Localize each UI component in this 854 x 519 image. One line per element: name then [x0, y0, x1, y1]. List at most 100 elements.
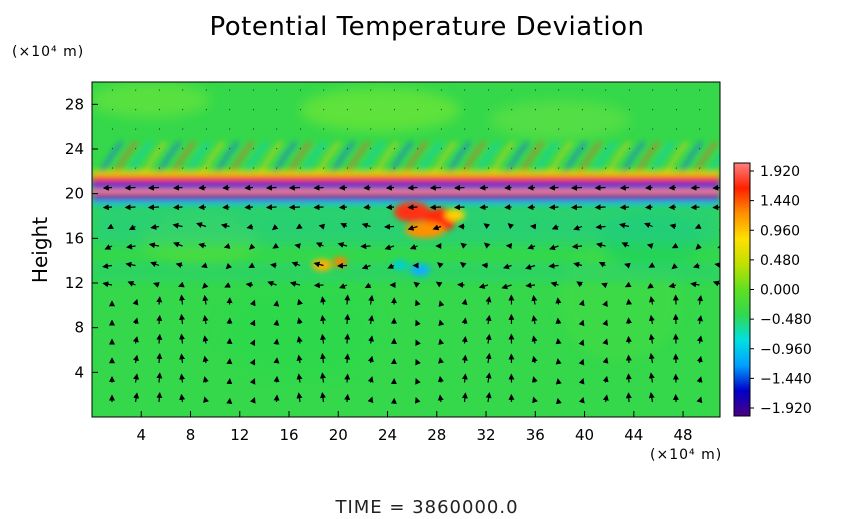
- vector-arrow: [361, 222, 371, 229]
- vector-arrow: [364, 282, 372, 289]
- vector-arrow: [414, 396, 421, 404]
- vector-arrow: [245, 281, 254, 288]
- vector-arrow: [156, 296, 163, 305]
- vector-arrow: [415, 358, 421, 366]
- vector-arrow: [124, 184, 136, 191]
- vector-arrow: [624, 281, 632, 288]
- vector-arrow: [202, 335, 209, 344]
- vector-arrow: [644, 222, 653, 229]
- vector-arrow: [596, 242, 606, 249]
- vector-arrow: [576, 281, 583, 288]
- vector-arrow: [361, 263, 371, 270]
- vector-arrow: [147, 204, 160, 211]
- x-tick-label: 44: [624, 426, 643, 444]
- vector-arrow: [338, 204, 348, 211]
- vector-arrow: [531, 335, 538, 344]
- vector-arrow: [178, 281, 185, 288]
- vector-arrow: [595, 223, 606, 230]
- colorbar: 1.920 1.440 0.960 0.480 0.000 −0.480 −0.960 −1.…: [733, 162, 812, 417]
- vector-arrow: [549, 204, 559, 211]
- vector-arrow: [648, 314, 655, 325]
- vector-arrow: [570, 184, 583, 191]
- vector-arrow: [153, 282, 160, 288]
- vector-arrow: [461, 317, 468, 325]
- vector-arrow: [222, 204, 230, 211]
- colorbar-label: −0.480: [760, 312, 812, 328]
- vector-arrow: [479, 184, 489, 191]
- vector-arrow: [367, 376, 374, 383]
- vector-arrow: [619, 184, 630, 191]
- vector-arrow: [571, 243, 583, 250]
- vector-arrow: [126, 243, 136, 250]
- vector-arrow: [338, 184, 348, 191]
- vector-arrow: [220, 222, 230, 229]
- vector-arrow: [124, 204, 136, 211]
- vector-arrow: [648, 333, 655, 344]
- vector-arrow: [222, 184, 230, 191]
- vector-arrow: [132, 317, 139, 325]
- colorbar-label: −1.440: [760, 371, 812, 387]
- vector-arrow: [244, 204, 254, 211]
- vector-arrow: [148, 242, 160, 249]
- vector-arrow: [296, 373, 303, 383]
- vector-arrow: [555, 378, 562, 385]
- vector-arrow: [531, 376, 538, 383]
- x-tick-label: 8: [186, 426, 196, 444]
- vector-arrow: [697, 315, 703, 325]
- vector-arrow: [578, 299, 585, 307]
- vector-arrow: [483, 223, 491, 230]
- vector-arrow: [291, 261, 301, 268]
- vector-arrow: [696, 335, 703, 344]
- vector-arrow: [179, 353, 186, 364]
- vector-arrow: [548, 262, 559, 269]
- vector-arrow: [102, 281, 113, 288]
- vector-arrow: [289, 281, 301, 287]
- vector-arrow: [271, 224, 279, 231]
- vector-arrow: [578, 358, 585, 366]
- vector-arrow: [147, 184, 160, 191]
- vector-arrow: [384, 244, 395, 251]
- y-tick-label: 8: [74, 319, 84, 337]
- vector-arrow: [551, 224, 559, 230]
- vector-arrow: [179, 393, 186, 403]
- vector-arrow: [644, 184, 653, 191]
- vector-arrow: [249, 378, 256, 385]
- vector-arrow: [179, 373, 186, 383]
- vector-arrow: [461, 298, 468, 306]
- vector-arrow: [485, 296, 492, 305]
- vector-arrow: [648, 262, 656, 268]
- vector-arrow: [454, 204, 465, 211]
- vector-arrow: [648, 392, 655, 403]
- vector-arrow: [695, 243, 702, 250]
- vector-arrow: [429, 204, 442, 211]
- vector-arrow: [602, 357, 609, 364]
- vector-arrow: [367, 396, 374, 404]
- vector-arrow: [550, 281, 559, 288]
- vector-arrow: [648, 352, 655, 364]
- vector-arrow: [150, 224, 160, 230]
- x-tick-label: 40: [575, 426, 594, 444]
- vector-arrow: [696, 376, 703, 383]
- vector-arrow: [202, 282, 209, 289]
- vector-arrow: [646, 243, 654, 249]
- vector-arrow: [712, 204, 720, 211]
- colorbar-label: 1.440: [760, 194, 800, 210]
- vector-arrow: [179, 313, 185, 325]
- vector-arrow: [649, 296, 655, 305]
- vector-arrow: [249, 299, 256, 307]
- vector-arrow: [133, 354, 139, 364]
- colorbar-label: 1.920: [760, 164, 800, 180]
- vector-arrow: [459, 262, 467, 269]
- vector-arrow: [173, 184, 183, 191]
- vector-arrow: [249, 397, 256, 404]
- vector-arrow: [602, 375, 609, 383]
- vector-arrow: [429, 184, 442, 191]
- vector-arrow: [201, 262, 208, 269]
- vector-arrow: [460, 242, 467, 249]
- vector-arrow: [198, 184, 207, 191]
- vector-arrow: [267, 280, 277, 287]
- colorbar-label: −1.920: [760, 401, 812, 417]
- vector-arrow: [294, 243, 301, 249]
- vector-arrow: [601, 282, 608, 289]
- vector-arrow: [504, 204, 512, 211]
